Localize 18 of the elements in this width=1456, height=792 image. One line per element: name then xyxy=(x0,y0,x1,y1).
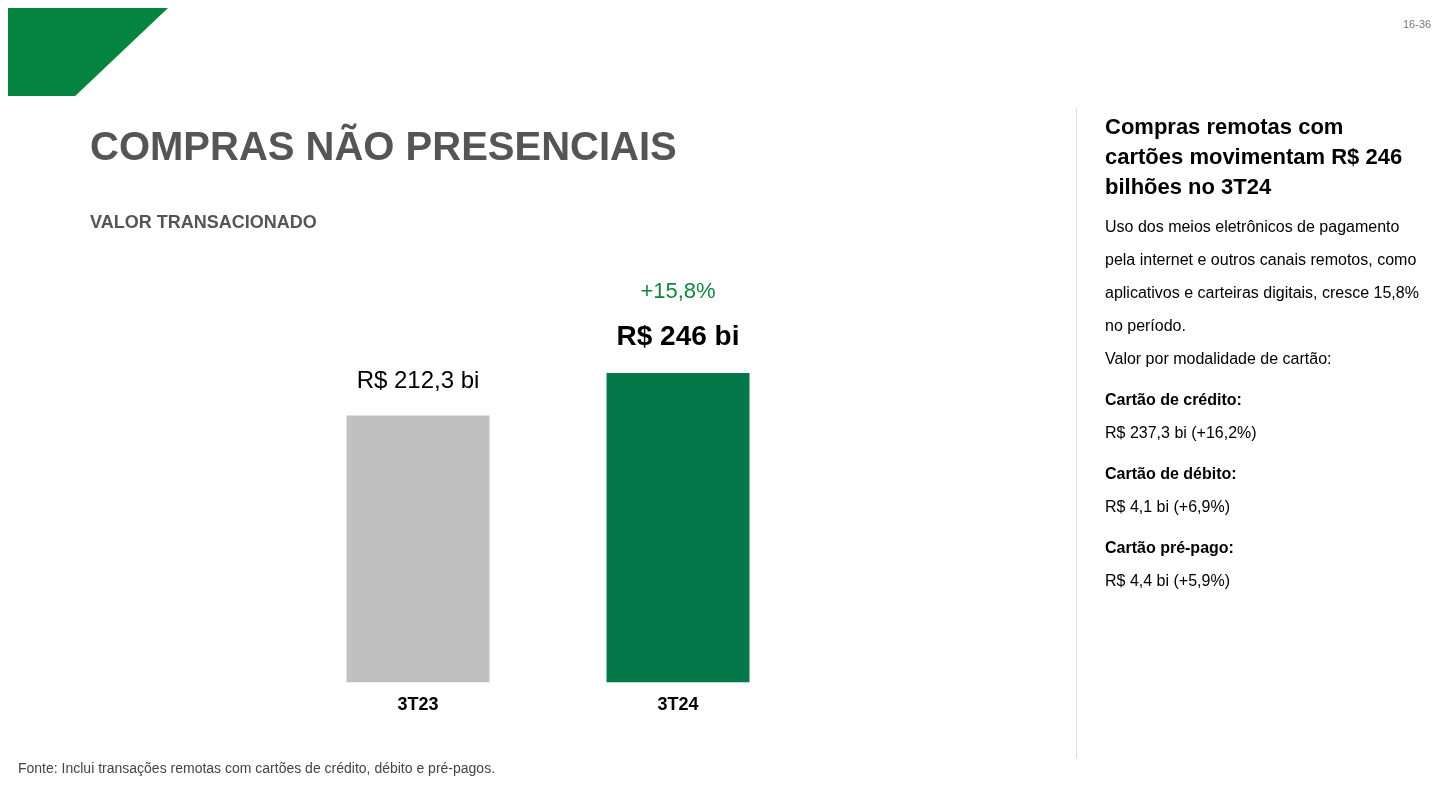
text: Cartão de débito: xyxy=(1105,464,1238,484)
text: R$ 4,4 bi (+5,9%) xyxy=(1105,571,1231,591)
text: 16-36 xyxy=(1403,18,1432,30)
text: Valor por modalidade de cartão: xyxy=(1105,349,1333,369)
source-note: Fonte: Inclui transações remotas com cartões de crédito, débito e pré-pagos. xyxy=(18,760,496,776)
text: Cartão de crédito: xyxy=(1105,390,1243,410)
text: R$ 4,1 bi (+6,9%) xyxy=(1105,497,1231,517)
chart-subtitle: VALOR TRANSACIONADO xyxy=(90,212,317,233)
text: +15,8% xyxy=(640,278,716,304)
text: Uso dos meios eletrônicos de pagamento pela internet e outros canais remotos, como aplicativos e carteiras digitais, cresce 15,8% no período. xyxy=(1105,217,1420,336)
x-tick-label: 3T24 xyxy=(657,694,699,715)
data-label: R$ 246 bi xyxy=(616,319,740,351)
data-label: R$ 212,3 bi xyxy=(356,366,480,394)
text: Cartão pré-pago: xyxy=(1105,538,1235,558)
chart-title: COMPRAS NÃO PRESENCIAIS xyxy=(90,124,677,169)
text: R$ 237,3 bi (+16,2%) xyxy=(1105,423,1258,443)
text: Compras remotas com cartões movimentam R$ 246 bilhões no 3T24 xyxy=(1105,113,1404,201)
x-tick-label: 3T23 xyxy=(397,694,439,715)
